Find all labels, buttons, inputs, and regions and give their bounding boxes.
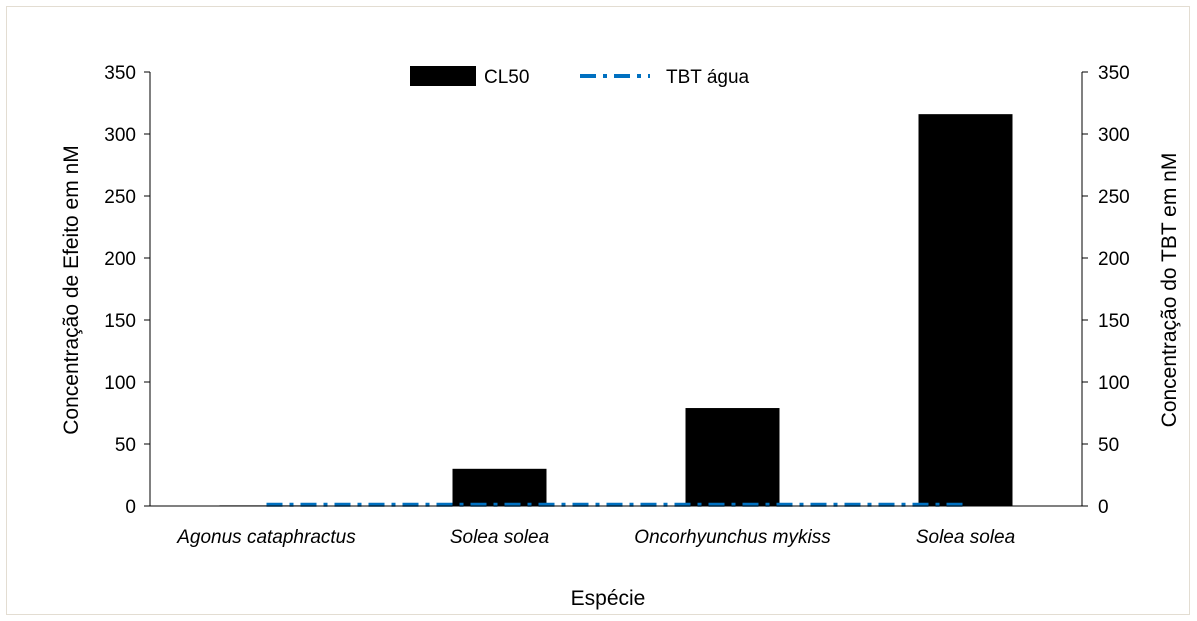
y-tick-label: 350	[104, 63, 136, 84]
y-axis-title: Concentração de Efeito em nM	[60, 145, 83, 435]
y2-tick-label: 150	[1098, 311, 1130, 332]
labels-group: 0 0 50 50 100 100 150 150 200 200 250 250 300 300 350 3…	[104, 63, 1129, 548]
legend-swatch-cl50	[410, 66, 476, 86]
y2-tick-label: 100	[1098, 373, 1130, 394]
y-tick-label: 100	[104, 373, 136, 394]
y-tick-label: 250	[104, 187, 136, 208]
y2-tick-label: 250	[1098, 187, 1130, 208]
y-tick-label: 150	[104, 311, 136, 332]
y-tick-label: 50	[115, 435, 136, 456]
y-tick-label: 300	[104, 125, 136, 146]
y2-tick-label: 300	[1098, 125, 1130, 146]
y2-tick-label: 350	[1098, 63, 1130, 84]
legend-label-cl50: CL50	[484, 67, 529, 88]
x-category-label: Agonus cataphractus	[176, 527, 356, 548]
y2-axis-title: Concentração do TBT em nM	[1158, 153, 1181, 428]
x-axis-title: Espécie	[571, 587, 646, 610]
x-category-label: Solea solea	[916, 527, 1015, 548]
y-tick-label: 0	[125, 497, 136, 518]
y2-tick-label: 0	[1098, 497, 1109, 518]
legend-label-tbt: TBT água	[666, 67, 750, 88]
x-category-label: Solea solea	[450, 527, 549, 548]
axes-group	[144, 71, 1088, 507]
x-category-label: Oncorhyunchus mykiss	[634, 527, 831, 548]
bar-3	[685, 408, 780, 506]
y-tick-label: 200	[104, 249, 136, 270]
bars-group	[219, 114, 1013, 507]
y2-tick-label: 200	[1098, 249, 1130, 270]
bar-2	[452, 468, 547, 506]
legend: CL50 TBT água	[410, 66, 750, 88]
bar-4	[918, 114, 1013, 506]
y2-tick-label: 50	[1098, 435, 1119, 456]
